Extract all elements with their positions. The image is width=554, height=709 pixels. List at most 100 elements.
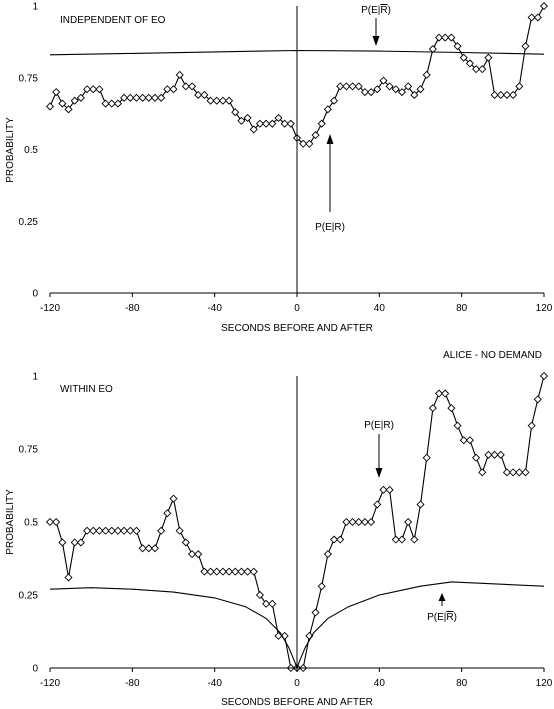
- data-point: [169, 85, 178, 94]
- data-point: [527, 13, 536, 22]
- data-point: [515, 468, 524, 477]
- data-point: [484, 53, 493, 62]
- data-point: [323, 550, 332, 559]
- data-point: [45, 517, 55, 527]
- data-point: [194, 90, 203, 100]
- y-tick-label: 1: [32, 372, 38, 383]
- panel-label: WITHIN EO: [60, 384, 113, 395]
- data-point: [472, 453, 481, 462]
- data-point: [354, 82, 363, 91]
- data-point: [453, 421, 462, 430]
- data-point: [144, 544, 153, 553]
- data-point: [521, 42, 530, 51]
- data-point: [268, 599, 277, 608]
- data-point: [434, 389, 444, 398]
- data-point: [187, 82, 197, 91]
- annotation-uncond-prob: P(E|R): [427, 593, 457, 623]
- data-point: [416, 500, 425, 509]
- data-point: [323, 105, 332, 114]
- x-tick-label: 120: [536, 303, 553, 314]
- data-point: [397, 535, 407, 544]
- data-point: [434, 33, 444, 42]
- data-point: [231, 108, 240, 117]
- data-point: [447, 404, 456, 413]
- x-tick-label: 80: [456, 303, 468, 314]
- data-point: [262, 599, 271, 608]
- data-point: [330, 96, 339, 105]
- data-point: [120, 93, 129, 102]
- data-point: [200, 567, 209, 576]
- data-point: [410, 535, 419, 544]
- data-point: [299, 139, 308, 148]
- data-point: [385, 485, 394, 494]
- data-point: [58, 99, 67, 108]
- x-tick-label: -80: [125, 303, 140, 314]
- data-point: [348, 517, 357, 527]
- annotation-cond-prob-label: P(E|R): [364, 420, 394, 431]
- data-point: [539, 371, 549, 381]
- chart-title: ALICE - NO DEMAND: [443, 350, 542, 361]
- data-point: [459, 53, 468, 62]
- series-line-unconditional: [49, 581, 545, 670]
- data-point: [360, 517, 369, 527]
- data-point: [212, 567, 221, 576]
- data-point: [317, 119, 326, 128]
- data-point: [354, 517, 363, 527]
- data-point: [527, 421, 536, 430]
- data-point: [360, 88, 369, 97]
- data-point: [268, 119, 277, 128]
- y-tick-label: 0.25: [19, 217, 39, 228]
- data-point: [521, 468, 530, 477]
- data-point: [280, 119, 289, 128]
- annotation-cond-prob: P(E|R): [364, 420, 394, 478]
- data-point: [126, 93, 135, 102]
- data-point: [113, 99, 122, 108]
- data-point: [305, 139, 314, 148]
- data-point: [453, 42, 462, 51]
- data-point: [231, 567, 240, 576]
- annotation-uncond-prob: P(E|R): [361, 5, 391, 46]
- data-point: [107, 526, 116, 535]
- x-axis-label: SECONDS BEFORE AND AFTER: [221, 697, 373, 708]
- data-point: [502, 468, 511, 477]
- data-point: [150, 93, 160, 102]
- data-point: [237, 116, 246, 125]
- x-tick-label: 120: [536, 678, 553, 689]
- data-point: [70, 538, 79, 547]
- data-point: [181, 82, 190, 91]
- data-point: [317, 582, 326, 591]
- data-point: [144, 93, 153, 102]
- data-point: [422, 453, 431, 462]
- data-point: [132, 93, 141, 102]
- data-point: [225, 96, 234, 105]
- data-point: [311, 131, 320, 140]
- data-point: [83, 526, 92, 535]
- data-point: [157, 93, 166, 102]
- data-point: [465, 436, 474, 445]
- data-point: [95, 85, 104, 94]
- y-tick-label: 0.5: [24, 518, 38, 529]
- data-point: [391, 85, 400, 94]
- x-tick-label: -120: [40, 678, 60, 689]
- annotation-uncond-prob-label: P(E|R): [427, 612, 457, 623]
- data-point: [490, 90, 499, 100]
- x-tick-label: -120: [40, 303, 60, 314]
- data-point: [391, 535, 400, 544]
- data-point: [138, 93, 147, 102]
- data-point: [404, 82, 413, 91]
- x-tick-label: 80: [456, 678, 468, 689]
- annotation-uncond-prob-label: P(E|R): [361, 5, 391, 16]
- data-point: [397, 88, 407, 97]
- data-point: [367, 517, 376, 527]
- data-point: [509, 90, 518, 100]
- data-point: [218, 96, 227, 105]
- data-point: [206, 96, 215, 105]
- data-point: [52, 88, 61, 97]
- data-point: [163, 85, 172, 94]
- data-point: [342, 82, 351, 91]
- data-point: [404, 517, 413, 527]
- y-tick-label: 0: [32, 289, 38, 300]
- data-point: [478, 65, 487, 74]
- data-point: [101, 99, 110, 108]
- panel-label: INDEPENDENT OF EO: [60, 15, 166, 26]
